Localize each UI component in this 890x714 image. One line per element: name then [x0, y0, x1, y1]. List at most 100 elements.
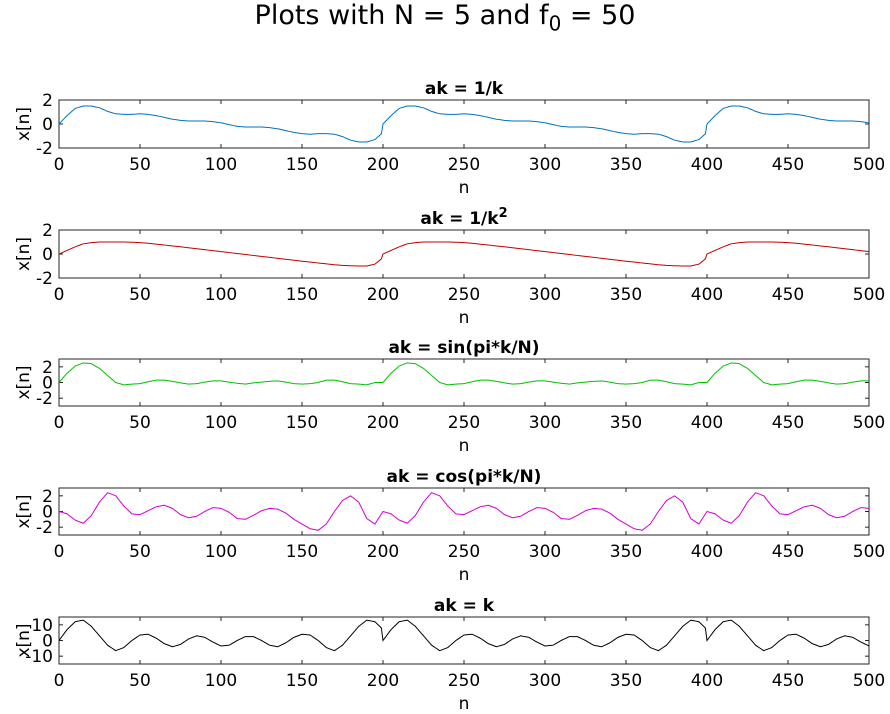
x-tick-label: 200	[367, 285, 399, 305]
y-axis-label: x[n]	[14, 494, 34, 528]
x-tick-label: 0	[54, 155, 65, 175]
x-tick-label: 300	[529, 542, 561, 562]
x-tick-label: 450	[772, 285, 804, 305]
x-tick-label: 450	[772, 671, 804, 691]
plot-area-2	[58, 229, 870, 279]
x-tick-label: 250	[448, 671, 480, 691]
x-tick-label: 150	[286, 285, 318, 305]
figure-title-subscript: 0	[548, 11, 562, 36]
y-tick-label: 2	[42, 221, 53, 241]
x-tick-label: 500	[853, 413, 885, 433]
x-tick-label: 350	[610, 542, 642, 562]
x-tick-label: 200	[367, 671, 399, 691]
x-tick-label: 250	[448, 155, 480, 175]
x-tick-label: 100	[205, 542, 237, 562]
y-tick-label: -2	[36, 139, 53, 159]
subplot-title: ak = sin(pi*k/N)	[388, 338, 539, 358]
x-axis-label: n	[459, 565, 470, 585]
x-tick-label: 150	[286, 671, 318, 691]
x-tick-label: 150	[286, 155, 318, 175]
y-tick-label: 2	[42, 358, 53, 378]
x-tick-label: 400	[691, 413, 723, 433]
x-tick-label: 100	[205, 285, 237, 305]
x-tick-label: 200	[367, 155, 399, 175]
series-line-5	[58, 619, 870, 652]
x-tick-label: 100	[205, 671, 237, 691]
x-tick-label: 100	[205, 413, 237, 433]
y-tick-label: 2	[42, 91, 53, 111]
figure-title-suffix: = 50	[561, 0, 636, 31]
subplot-title: ak = cos(pi*k/N)	[387, 467, 542, 487]
x-tick-label: 300	[529, 285, 561, 305]
x-tick-label: 500	[853, 671, 885, 691]
x-tick-label: 50	[129, 671, 151, 691]
x-axis-label: n	[459, 694, 470, 714]
x-tick-label: 350	[610, 155, 642, 175]
subplot-title-superscript: 2	[499, 206, 508, 221]
y-axis-label: x[n]	[14, 365, 34, 399]
x-tick-label: 400	[691, 155, 723, 175]
x-tick-label: 400	[691, 285, 723, 305]
subplot-title: ak = k	[434, 596, 495, 616]
y-tick-label: 2	[42, 487, 53, 507]
x-tick-label: 450	[772, 413, 804, 433]
y-tick-label: -2	[36, 389, 53, 409]
x-tick-label: 150	[286, 413, 318, 433]
series-line-3	[58, 362, 869, 386]
x-tick-label: 300	[529, 671, 561, 691]
series-line-1	[58, 105, 870, 143]
x-tick-label: 500	[853, 542, 885, 562]
x-tick-label: 0	[54, 542, 65, 562]
y-axis-label: x[n]	[14, 237, 34, 271]
y-tick-label: 0	[42, 245, 53, 265]
x-tick-label: 50	[129, 155, 151, 175]
x-tick-label: 250	[448, 542, 480, 562]
x-tick-label: 200	[367, 413, 399, 433]
y-tick-label: 0	[42, 115, 53, 135]
plot-area-1	[58, 99, 870, 149]
y-tick-label: 0	[42, 503, 53, 523]
x-tick-label: 50	[129, 285, 151, 305]
x-tick-label: 150	[286, 542, 318, 562]
y-tick-label: -2	[36, 269, 53, 289]
series-line-4	[58, 492, 870, 531]
subplot-title: ak = 1/k2	[420, 206, 507, 229]
x-tick-label: 450	[772, 542, 804, 562]
x-tick-label: 100	[205, 155, 237, 175]
x-tick-label: 500	[853, 285, 885, 305]
y-tick-label: 0	[42, 374, 53, 394]
x-tick-label: 300	[529, 413, 561, 433]
x-tick-label: 0	[54, 285, 65, 305]
x-tick-label: 200	[367, 542, 399, 562]
x-axis-label: n	[459, 436, 470, 456]
y-tick-label: 0	[42, 632, 53, 652]
y-axis-label: x[n]	[14, 107, 34, 141]
x-tick-label: 300	[529, 155, 561, 175]
x-tick-label: 50	[129, 413, 151, 433]
x-tick-label: 350	[610, 285, 642, 305]
x-tick-label: 250	[448, 413, 480, 433]
plot-area-5	[58, 616, 870, 665]
x-tick-label: 250	[448, 285, 480, 305]
x-tick-label: 350	[610, 413, 642, 433]
plot-area-4	[58, 487, 870, 536]
x-tick-label: 450	[772, 155, 804, 175]
x-tick-label: 500	[853, 155, 885, 175]
x-tick-label: 400	[691, 542, 723, 562]
x-axis-label: n	[459, 178, 470, 198]
x-tick-label: 0	[54, 671, 65, 691]
y-tick-label: -2	[36, 518, 53, 538]
subplot-title: ak = 1/k	[425, 79, 504, 99]
x-axis-label: n	[459, 308, 470, 328]
y-tick-label: -10	[25, 647, 53, 667]
x-tick-label: 400	[691, 671, 723, 691]
series-line-2	[58, 241, 870, 267]
y-tick-label: 10	[31, 616, 53, 636]
x-tick-label: 350	[610, 671, 642, 691]
y-axis-label: x[n]	[14, 623, 34, 657]
x-tick-label: 0	[54, 413, 65, 433]
figure-title: Plots with N = 5 and f0 = 50	[0, 0, 890, 35]
x-tick-label: 50	[129, 542, 151, 562]
